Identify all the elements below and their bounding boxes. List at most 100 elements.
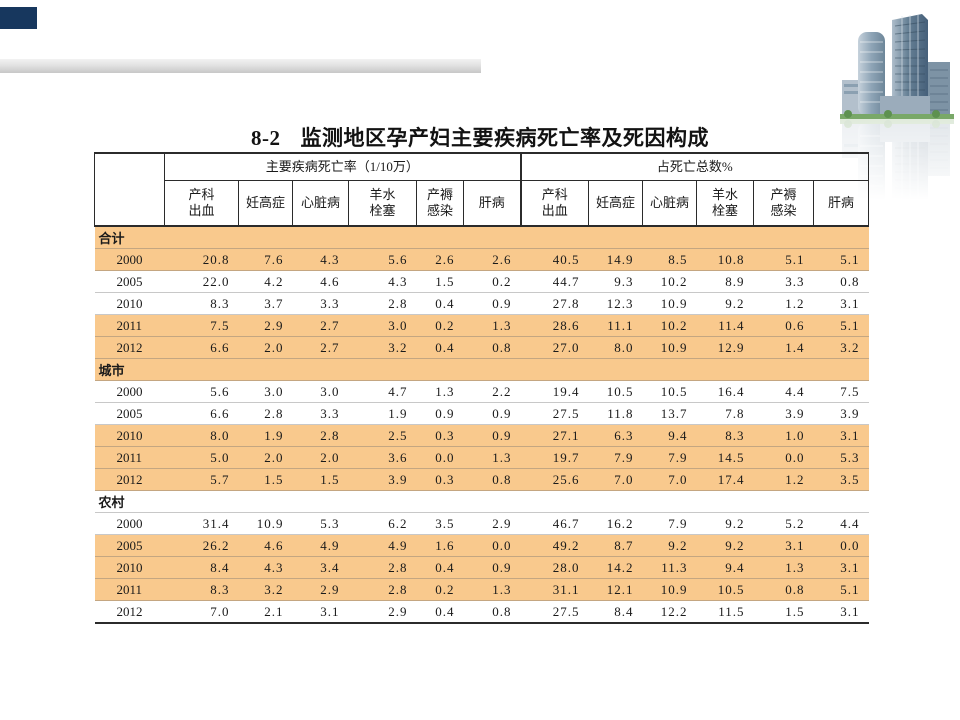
value-cell: 5.1 <box>813 314 869 337</box>
table-body: 合计 2000 20.8 7.6 4.3 5.6 2.6 2.6 40.5 14.9 8.5 10.8… <box>94 225 869 624</box>
value-cell: 3.0 <box>238 380 293 403</box>
row-year-label: 2012 <box>94 336 165 359</box>
value-cell: 7.6 <box>238 248 293 271</box>
value-cell: 27.1 <box>520 424 589 447</box>
value-cell: 1.3 <box>463 314 521 337</box>
value-cell: 9.4 <box>642 424 697 447</box>
table-row: 2000 20.8 7.6 4.3 5.6 2.6 2.6 40.5 14.9 8.5 10.8 5.… <box>94 248 869 271</box>
value-cell: 0.2 <box>416 578 464 601</box>
stats-table: 主要疾病死亡率（1/10万） 占死亡总数% 产科 出血 妊高症 心脏病 羊水 栓… <box>94 152 870 624</box>
table-row: 2011 7.5 2.9 2.7 3.0 0.2 1.3 28.6 11.1 10.2 11.4 0.… <box>94 314 869 337</box>
value-cell: 40.5 <box>520 248 589 271</box>
value-cell: 0.8 <box>463 336 521 359</box>
value-cell: 2.9 <box>348 600 417 624</box>
value-cell: 4.9 <box>292 534 349 557</box>
value-cell: 12.9 <box>696 336 754 359</box>
value-cell: 1.9 <box>238 424 293 447</box>
value-cell: 16.4 <box>696 380 754 403</box>
value-cell: 1.3 <box>416 380 464 403</box>
table-row: 2005 22.0 4.2 4.6 4.3 1.5 0.2 44.7 9.3 10.2 8.9 3.3… <box>94 270 869 293</box>
value-cell: 4.4 <box>813 512 869 535</box>
value-cell: 11.5 <box>696 600 754 624</box>
value-cell: 49.2 <box>520 534 589 557</box>
value-cell: 19.4 <box>520 380 589 403</box>
group-header-death-percentage: 占死亡总数% <box>519 153 870 181</box>
value-cell: 1.5 <box>292 468 349 491</box>
value-cell: 27.5 <box>520 402 589 425</box>
col-header-amniotic-embolism-pct: 羊水 栓塞 <box>696 180 754 227</box>
value-cell: 1.5 <box>753 600 814 624</box>
value-cell: 7.0 <box>164 600 239 624</box>
value-cell: 3.1 <box>813 292 869 315</box>
value-cell: 25.6 <box>520 468 589 491</box>
value-cell: 0.0 <box>813 534 869 557</box>
table-row: 2005 26.2 4.6 4.9 4.9 1.6 0.0 49.2 8.7 9.2 9.2 3.1 0… <box>94 534 869 557</box>
value-cell: 6.6 <box>164 336 239 359</box>
value-cell: 9.3 <box>588 270 643 293</box>
value-cell: 3.9 <box>753 402 814 425</box>
col-header-amniotic-embolism-rate: 羊水 栓塞 <box>348 180 417 227</box>
value-cell: 8.0 <box>164 424 239 447</box>
value-cell: 0.4 <box>416 600 464 624</box>
value-cell: 7.5 <box>813 380 869 403</box>
value-cell: 5.3 <box>813 446 869 469</box>
col-header-obstetric-hemorrhage-pct: 产科 出血 <box>519 180 589 227</box>
value-cell: 2.2 <box>463 380 521 403</box>
value-cell: 19.7 <box>520 446 589 469</box>
value-cell: 3.3 <box>753 270 814 293</box>
value-cell: 5.6 <box>164 380 239 403</box>
value-cell: 0.0 <box>416 446 464 469</box>
table-number: 8-2 <box>251 126 281 150</box>
value-cell: 0.4 <box>416 336 464 359</box>
gray-accent-bar <box>0 59 481 73</box>
value-cell: 8.4 <box>164 556 239 579</box>
value-cell: 0.9 <box>463 424 521 447</box>
value-cell: 4.3 <box>238 556 293 579</box>
value-cell: 4.9 <box>348 534 417 557</box>
value-cell: 31.4 <box>164 512 239 535</box>
value-cell: 5.1 <box>813 248 869 271</box>
value-cell: 3.9 <box>813 402 869 425</box>
value-cell: 2.9 <box>292 578 349 601</box>
value-cell: 9.4 <box>696 556 754 579</box>
value-cell: 3.4 <box>292 556 349 579</box>
section-label: 农村 <box>94 490 869 513</box>
value-cell: 3.0 <box>348 314 417 337</box>
value-cell: 7.0 <box>642 468 697 491</box>
row-year-label: 2012 <box>94 468 165 491</box>
value-cell: 10.8 <box>696 248 754 271</box>
value-cell: 8.3 <box>164 578 239 601</box>
value-cell: 4.3 <box>292 248 349 271</box>
value-cell: 9.2 <box>696 292 754 315</box>
row-year-label: 2000 <box>94 512 165 535</box>
value-cell: 7.0 <box>588 468 643 491</box>
value-cell: 12.3 <box>588 292 643 315</box>
value-cell: 10.2 <box>642 314 697 337</box>
value-cell: 1.9 <box>348 402 417 425</box>
value-cell: 8.3 <box>164 292 239 315</box>
value-cell: 3.1 <box>753 534 814 557</box>
value-cell: 27.0 <box>520 336 589 359</box>
value-cell: 17.4 <box>696 468 754 491</box>
value-cell: 46.7 <box>520 512 589 535</box>
value-cell: 5.6 <box>348 248 417 271</box>
value-cell: 11.8 <box>588 402 643 425</box>
value-cell: 2.8 <box>348 578 417 601</box>
value-cell: 20.8 <box>164 248 239 271</box>
value-cell: 8.3 <box>696 424 754 447</box>
value-cell: 3.5 <box>813 468 869 491</box>
table-row: 2012 5.7 1.5 1.5 3.9 0.3 0.8 25.6 7.0 7.0 17.4 1.2 3… <box>94 468 869 491</box>
navy-accent-box <box>0 7 37 29</box>
section-label: 城市 <box>94 358 869 381</box>
row-year-label: 2011 <box>94 578 165 601</box>
col-header-obstetric-hemorrhage-rate: 产科 出血 <box>164 180 239 227</box>
value-cell: 28.0 <box>520 556 589 579</box>
value-cell: 4.2 <box>238 270 293 293</box>
value-cell: 3.2 <box>238 578 293 601</box>
value-cell: 0.9 <box>463 292 521 315</box>
col-header-heart-disease-pct: 心脏病 <box>642 180 697 227</box>
value-cell: 9.2 <box>696 534 754 557</box>
value-cell: 0.8 <box>463 600 521 624</box>
value-cell: 1.3 <box>463 578 521 601</box>
